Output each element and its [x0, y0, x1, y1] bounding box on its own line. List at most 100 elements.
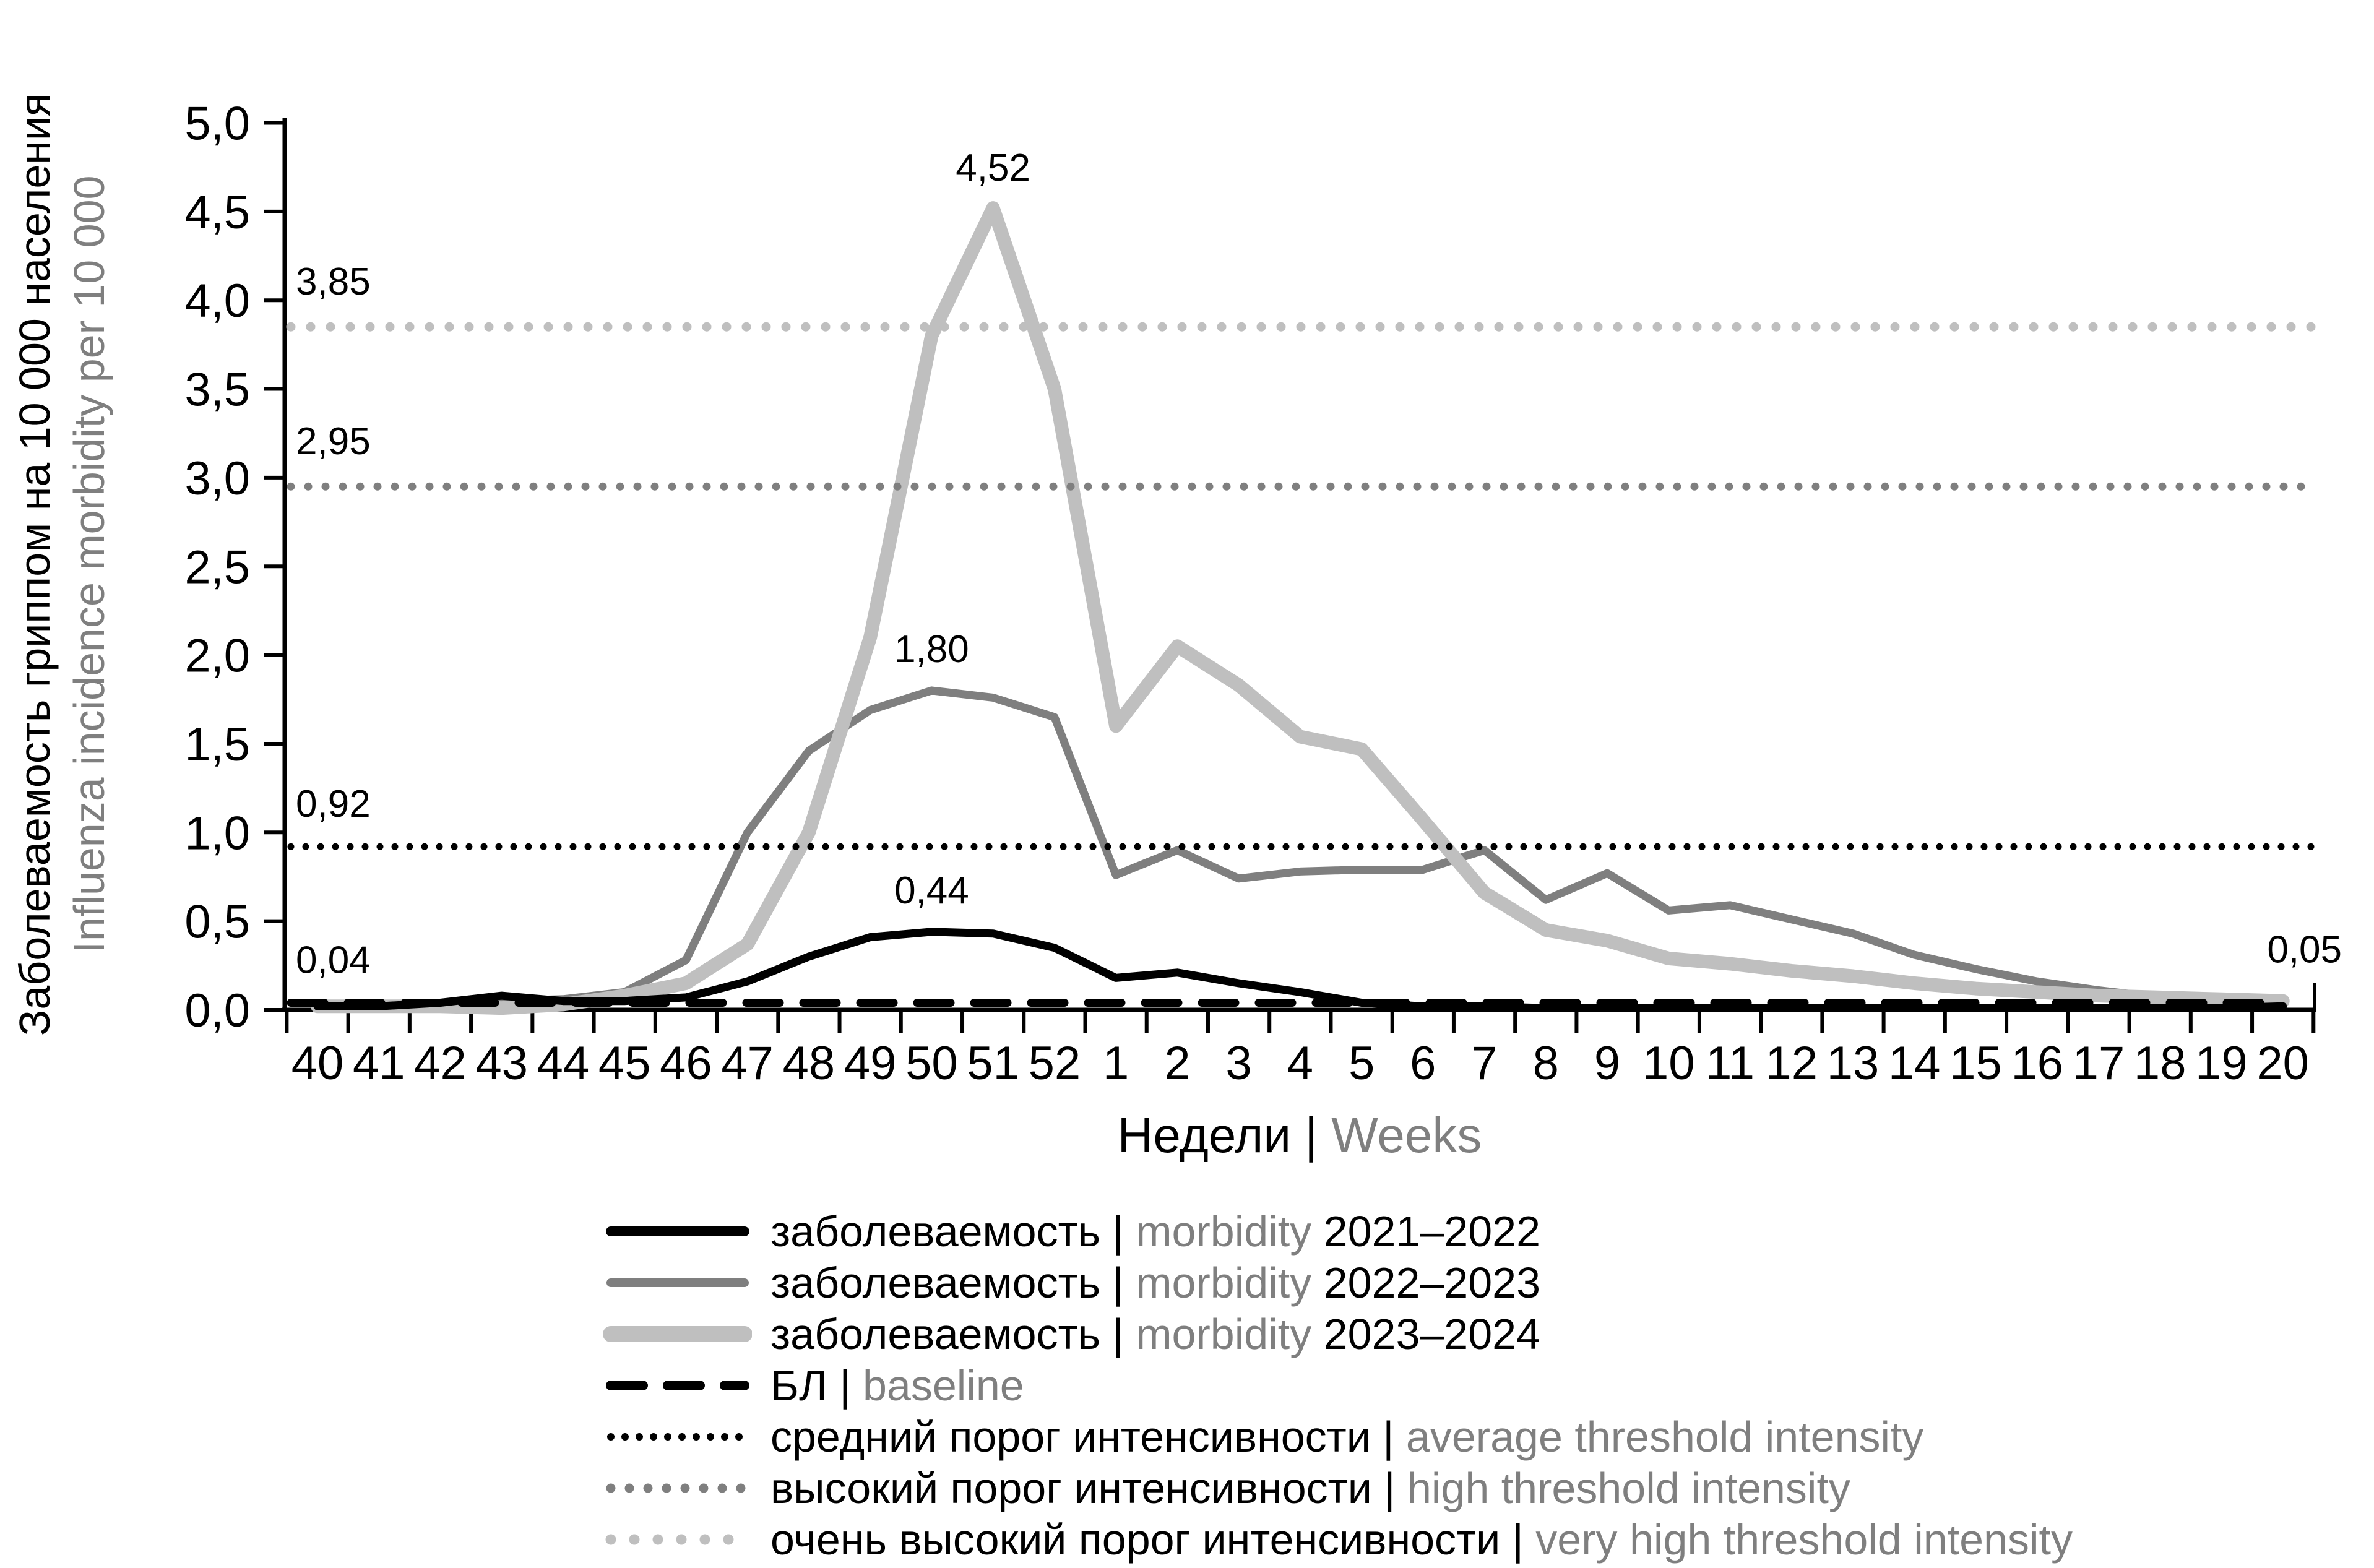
legend-morbidity-2022-2023-swatch [606, 1278, 749, 1287]
legend-high-threshold-lt-en: high threshold intensity [1407, 1463, 1850, 1512]
y-tick-label: 1,0 [184, 807, 250, 859]
y-tick-label: 0,0 [184, 984, 250, 1037]
legend-average-threshold: средний порог интенсивности | average th… [603, 1411, 2073, 1462]
x-tick-label: 17 [2073, 1037, 2125, 1090]
legend-morbidity-2021-2022-lt-ru: заболеваемость [770, 1207, 1101, 1256]
value-label-0-44: 0,44 [894, 869, 969, 912]
legend-morbidity-2022-2023: заболеваемость | morbidity 2022–2023 [603, 1257, 2073, 1308]
x-tick-label: 5 [1349, 1037, 1375, 1090]
x-tick-label: 18 [2134, 1037, 2186, 1090]
x-axis-title-ru: Недели [1118, 1108, 1291, 1163]
legend-high-threshold: высокий порог интенсивности | high thres… [603, 1462, 2073, 1514]
legend-morbidity-2022-2023-lt-ru: заболеваемость [770, 1258, 1101, 1307]
y-tick-label: 3,5 [184, 364, 250, 416]
x-tick-label: 14 [1888, 1037, 1941, 1090]
x-tick-label: 10 [1642, 1037, 1695, 1090]
y-tick-label: 5,0 [184, 98, 250, 150]
y-tick-label: 3,0 [184, 452, 250, 505]
legend-morbidity-2023-2024: заболеваемость | morbidity 2023–2024 [603, 1308, 2073, 1359]
legend-morbidity-2023-2024-label: заболеваемость | morbidity 2023–2024 [770, 1309, 1540, 1359]
x-tick-label: 48 [783, 1037, 835, 1090]
x-axis-title: Недели | Weeks [1118, 1108, 1482, 1163]
legend-high-threshold-label: высокий порог интенсивности | high thres… [770, 1463, 1850, 1513]
x-tick-label: 40 [291, 1037, 344, 1090]
x-tick-label: 42 [414, 1037, 467, 1090]
legend-baseline-swatch [606, 1380, 749, 1390]
x-tick-label: 13 [1827, 1037, 1880, 1090]
x-tick-label: 45 [598, 1037, 651, 1090]
legend-baseline: БЛ | baseline [603, 1359, 2073, 1411]
y-axis-title-ru: Заболеваемость гриппом на 10 000 населен… [11, 93, 59, 1036]
legend-average-threshold-lt-ru: средний порог интенсивности [770, 1412, 1371, 1461]
x-tick-label: 41 [353, 1037, 405, 1090]
legend: заболеваемость | morbidity 2021–2022 забо… [603, 1205, 2073, 1565]
legend-morbidity-2023-2024-lt-sep: | [1100, 1309, 1136, 1358]
baseline-and-thresholds [286, 322, 2322, 1007]
data-labels: 3,85 2,95 0,92 0,04 4,52 1,80 0,44 0,05 [296, 147, 2342, 981]
legend-high-threshold-lt-sep: | [1371, 1463, 1407, 1512]
x-tick-label: 46 [660, 1037, 712, 1090]
x-tick-label: 8 [1533, 1037, 1559, 1090]
value-label-4-52: 4,52 [956, 147, 1030, 189]
x-tick-label: 44 [537, 1037, 590, 1090]
x-axis-title-en: Weeks [1331, 1108, 1482, 1163]
legend-baseline-lt-sep: | [827, 1361, 863, 1410]
y-tick-label: 0,5 [184, 896, 250, 949]
legend-morbidity-2022-2023-lt-en: morbidity [1136, 1258, 1312, 1307]
legend-very-high-threshold-lt-ru: очень высокий порог интенсивности [770, 1515, 1501, 1564]
x-tick-label: 12 [1765, 1037, 1818, 1090]
legend-average-threshold-lt-sep: | [1370, 1412, 1406, 1461]
value-label-3-85: 3,85 [296, 261, 371, 303]
legend-morbidity-2021-2022-swatch [606, 1226, 749, 1236]
legend-morbidity-2021-2022-lt-en: morbidity [1136, 1207, 1312, 1256]
x-axis-title-separator: | [1291, 1108, 1331, 1163]
legend-morbidity-2023-2024-swatch [603, 1325, 752, 1342]
x-tick-label: 51 [967, 1037, 1019, 1090]
series-line-m2324 [311, 201, 2290, 1015]
legend-very-high-threshold-swatch [605, 1534, 750, 1544]
y-tick-label: 4,5 [184, 186, 250, 239]
x-tick-label: 4 [1287, 1037, 1313, 1090]
legend-high-threshold-lt-ru: высокий порог интенсивности [770, 1463, 1372, 1512]
legend-average-threshold-lt-en: average threshold intensity [1405, 1412, 1924, 1461]
legend-very-high-threshold-label: очень высокий порог интенсивности | very… [770, 1515, 2073, 1564]
y-tick-label: 2,5 [184, 541, 250, 593]
axes: 5,04,54,03,53,02,52,01,51,00,50,040 41 42 4… [184, 98, 2316, 1090]
value-label-0-92: 0,92 [296, 783, 371, 825]
y-tick-label: 1,5 [184, 718, 250, 771]
legend-morbidity-2022-2023-lt-sep: | [1100, 1258, 1136, 1307]
x-tick-label: 52 [1029, 1037, 1081, 1090]
influenza-weekly-chart: Заболеваемость гриппом на 10 000 населен… [11, 93, 2342, 1163]
legend-very-high-threshold-lt-en: very high threshold intensity [1535, 1515, 2073, 1564]
x-tick-label: 6 [1410, 1037, 1436, 1090]
legend-morbidity-2023-2024-lt-en: morbidity [1136, 1309, 1312, 1358]
series-line-m2223 [313, 686, 2287, 1010]
value-label-0-05: 0,05 [2267, 929, 2342, 971]
legend-very-high-threshold-lt-sep: | [1500, 1515, 1536, 1564]
x-tick-label: 11 [1706, 1037, 1755, 1090]
y-tick-label: 4,0 [184, 275, 250, 327]
x-tick-label: 7 [1471, 1037, 1497, 1090]
x-tick-label: 1 [1103, 1037, 1129, 1090]
legend-morbidity-2021-2022: заболеваемость | morbidity 2021–2022 [603, 1205, 2073, 1257]
legend-very-high-threshold: очень высокий порог интенсивности | very… [603, 1514, 2073, 1565]
x-tick-label: 3 [1225, 1037, 1251, 1090]
y-tick-label: 2,0 [184, 630, 250, 683]
legend-high-threshold-swatch [606, 1483, 749, 1493]
legend-morbidity-2021-2022-lt-year: 2021–2022 [1311, 1207, 1541, 1256]
legend-morbidity-2022-2023-label: заболеваемость | morbidity 2022–2023 [770, 1258, 1540, 1307]
legend-morbidity-2023-2024-lt-year: 2023–2024 [1311, 1309, 1541, 1358]
x-tick-label: 49 [844, 1037, 897, 1090]
value-label-2-95: 2,95 [296, 420, 371, 463]
legend-baseline-label: БЛ | baseline [770, 1361, 1024, 1410]
legend-baseline-lt-ru: БЛ [770, 1361, 827, 1410]
legend-average-threshold-label: средний порог интенсивности | average th… [770, 1412, 1924, 1462]
legend-morbidity-2021-2022-lt-sep: | [1100, 1207, 1136, 1256]
x-tick-label: 50 [905, 1037, 958, 1090]
value-label-0-04: 0,04 [296, 939, 371, 982]
x-tick-label: 20 [2256, 1037, 2309, 1090]
x-tick-label: 43 [475, 1037, 528, 1090]
legend-average-threshold-swatch [607, 1432, 748, 1441]
y-axis-title-en: Influenza incidence morbidity per 10 000 [65, 176, 113, 954]
